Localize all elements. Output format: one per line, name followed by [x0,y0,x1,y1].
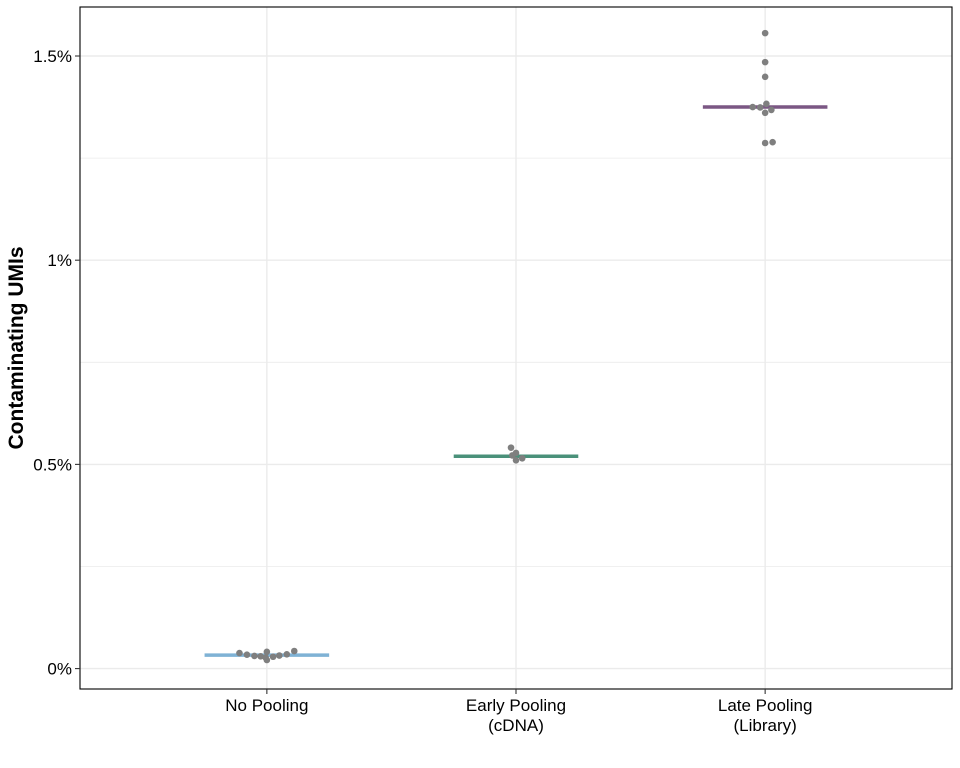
data-point [290,647,298,655]
y-axis-ticks: 0% 0.5% 1% 1.5% [33,47,80,679]
y-tick-label: 0% [47,660,72,679]
x-tick-label-line: Early Pooling [466,696,566,715]
x-tick-label-line: No Pooling [225,696,308,715]
x-tick-label: No Pooling [225,696,308,715]
y-tick-label: 1% [47,251,72,270]
x-tick-label-line: (cDNA) [488,716,544,735]
x-tick-label-line: (Library) [733,716,796,735]
data-point [761,58,769,66]
data-point [763,100,770,108]
data-point [761,29,769,37]
data-point [508,452,516,459]
data-point [236,649,243,657]
data-point [761,139,769,147]
data-point [257,653,264,660]
data-point [756,104,764,111]
data-point [251,652,258,660]
x-tick-label: Late Pooling (Library) [718,696,813,735]
x-tick-label-line: Late Pooling [718,696,813,715]
data-point [283,650,291,658]
data-points [236,29,776,664]
data-point [512,457,520,464]
data-point [263,648,271,656]
x-tick-label: Early Pooling (cDNA) [466,696,566,735]
data-point [269,653,277,661]
data-point [769,138,776,146]
y-axis-title: Contaminating UMIs [5,247,28,450]
grid [80,7,952,689]
y-tick-label: 0.5% [33,455,72,474]
data-point [243,651,251,658]
data-point [761,73,769,81]
data-point [518,454,526,462]
data-point [507,444,515,451]
data-point [761,109,769,117]
x-axis-ticks: No Pooling Early Pooling (cDNA) Late Poolin… [225,689,812,735]
data-point [768,106,775,114]
data-point [276,652,283,659]
data-point [263,656,271,664]
y-tick-label: 1.5% [33,47,72,66]
data-point [749,103,756,111]
